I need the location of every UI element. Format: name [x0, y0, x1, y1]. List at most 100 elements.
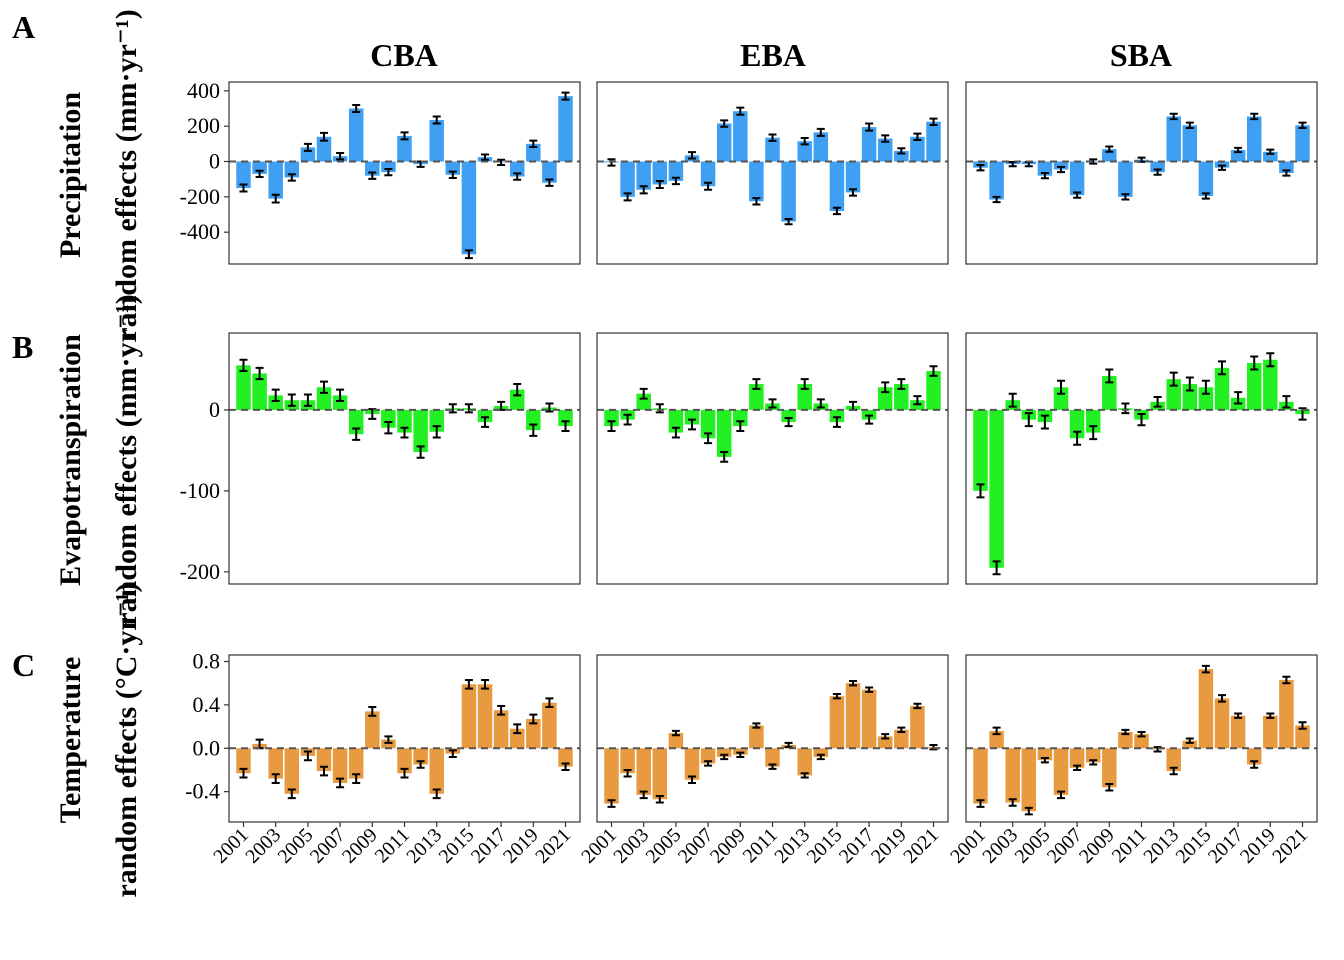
bar-cba-a-2010 [381, 161, 396, 173]
errorbar-eba-a-2019 [897, 147, 906, 155]
bar-cba-c-2021 [558, 748, 573, 767]
ytick-label: -100 [180, 478, 220, 503]
xtick-label: 2011 [739, 824, 782, 867]
ylabel-precipitation-line1: Precipitation [54, 92, 87, 258]
errorbar-sba-a-2014 [1185, 121, 1194, 129]
bar-sba-b-2016 [1214, 367, 1230, 410]
errorbar-eba-a-2005 [671, 176, 680, 186]
bar-sba-c-2007 [1069, 748, 1085, 768]
errorbar-sba-b-2016 [1218, 360, 1226, 376]
bar-cba-a-2011 [397, 135, 412, 162]
bar-eba-c-2017 [861, 689, 877, 749]
errorbar-eba-a-2002 [623, 192, 632, 202]
errorbar-cba-c-2006 [320, 765, 328, 777]
errorbar-cba-c-2015 [464, 678, 473, 690]
errorbar-cba-c-2009 [368, 706, 377, 717]
errorbar-cba-a-2015 [464, 249, 473, 260]
errorbar-eba-a-2009 [736, 106, 745, 116]
errorbar-sba-b-2011 [1137, 412, 1146, 427]
bar-eba-b-2007 [700, 409, 716, 439]
bar-eba-c-2007 [700, 748, 716, 764]
errorbar-sba-a-2016 [1218, 164, 1226, 171]
errorbar-eba-a-2020 [913, 132, 922, 141]
errorbar-eba-a-2016 [849, 188, 857, 197]
bar-sba-c-2019 [1263, 715, 1278, 749]
errorbar-cba-b-2012 [416, 445, 425, 459]
ytick-label: 0.8 [193, 649, 221, 674]
bar-cba-a-2021 [558, 96, 573, 162]
errorbar-sba-b-2015 [1201, 379, 1210, 395]
bar-sba-c-2011 [1134, 734, 1149, 749]
bar-cba-c-2017 [493, 710, 509, 749]
ylabel-temperature-line2: random effects (°C·yr⁻¹) [110, 582, 143, 897]
errorbar-sba-a-2020 [1282, 169, 1291, 177]
bar-sba-a-2002 [989, 161, 1004, 200]
errorbar-eba-b-2002 [623, 413, 632, 426]
bar-eba-c-2020 [910, 705, 925, 749]
errorbar-eba-a-2004 [655, 179, 664, 190]
errorbar-sba-c-2003 [1008, 798, 1017, 807]
errorbar-sba-c-2020 [1282, 675, 1291, 685]
errorbar-sba-c-2019 [1266, 712, 1275, 719]
bar-eba-c-2001 [604, 748, 619, 804]
errorbar-sba-b-2014 [1185, 376, 1194, 392]
bar-sba-c-2013 [1166, 748, 1181, 772]
panel-letter-a: A [12, 9, 35, 45]
bar-cba-a-2001 [236, 161, 251, 189]
errorbar-cba-a-2014 [448, 170, 457, 179]
bar-sba-a-2010 [1118, 161, 1133, 197]
bar-sba-c-2020 [1279, 679, 1294, 749]
bar-sba-b-2009 [1102, 375, 1117, 410]
errorbar-eba-c-2004 [655, 794, 664, 804]
bar-cba-b-2003 [268, 395, 283, 410]
bar-eba-a-2002 [620, 161, 635, 197]
errorbar-eba-c-2013 [800, 772, 809, 779]
errorbar-cba-b-2016 [481, 416, 489, 428]
bar-eba-a-2017 [861, 127, 877, 162]
errorbar-sba-c-2005 [1040, 757, 1049, 764]
errorbar-cba-a-2010 [384, 167, 393, 177]
xtick-label: 2011 [371, 824, 414, 867]
bar-cba-c-2015 [461, 684, 477, 749]
errorbar-eba-b-2005 [671, 426, 680, 439]
errorbar-cba-c-2003 [271, 773, 280, 784]
bar-eba-a-2003 [636, 161, 651, 190]
errorbar-cba-b-2015 [464, 403, 473, 414]
errorbar-eba-c-2015 [832, 693, 841, 700]
bar-eba-c-2002 [620, 748, 635, 774]
panel-letter-c: C [12, 647, 35, 683]
bar-eba-b-2013 [797, 384, 812, 410]
bar-sba-a-2019 [1263, 151, 1278, 162]
bar-eba-b-2010 [749, 384, 764, 410]
bar-cba-a-2019 [526, 143, 541, 162]
errorbar-sba-a-2003 [1008, 161, 1017, 168]
errorbar-eba-c-2020 [913, 702, 922, 710]
bar-eba-c-2013 [797, 748, 812, 776]
ytick-label: 0 [209, 149, 220, 174]
bar-sba-a-2006 [1053, 161, 1069, 170]
bar-sba-a-2007 [1069, 161, 1085, 196]
errorbar-eba-a-2015 [832, 206, 841, 216]
bar-cba-c-2019 [526, 718, 541, 749]
errorbar-sba-b-2010 [1121, 402, 1130, 415]
errorbar-sba-c-2008 [1089, 759, 1098, 766]
errorbar-cba-c-2005 [303, 750, 312, 762]
panel-frame-sba-a [965, 81, 1318, 265]
errorbar-sba-a-2008 [1089, 158, 1098, 165]
panel-frame-eba-b [596, 332, 949, 585]
bar-eba-b-2012 [781, 409, 796, 423]
bar-cba-b-2007 [332, 395, 348, 410]
errorbar-sba-c-2009 [1105, 783, 1114, 792]
bar-eba-a-2009 [733, 111, 748, 162]
errorbar-eba-b-2006 [688, 418, 696, 431]
bar-sba-c-2015 [1198, 669, 1214, 749]
errorbar-sba-c-2016 [1218, 694, 1226, 703]
errorbar-cba-b-2021 [561, 420, 570, 432]
bar-eba-c-2009 [733, 748, 748, 755]
errorbar-sba-a-2017 [1234, 146, 1243, 154]
bar-sba-a-2013 [1166, 116, 1181, 162]
errorbar-eba-b-2007 [704, 432, 713, 445]
errorbar-sba-c-2012 [1153, 746, 1162, 753]
bar-cba-b-2016 [477, 409, 493, 423]
errorbar-cba-c-2021 [561, 762, 570, 771]
